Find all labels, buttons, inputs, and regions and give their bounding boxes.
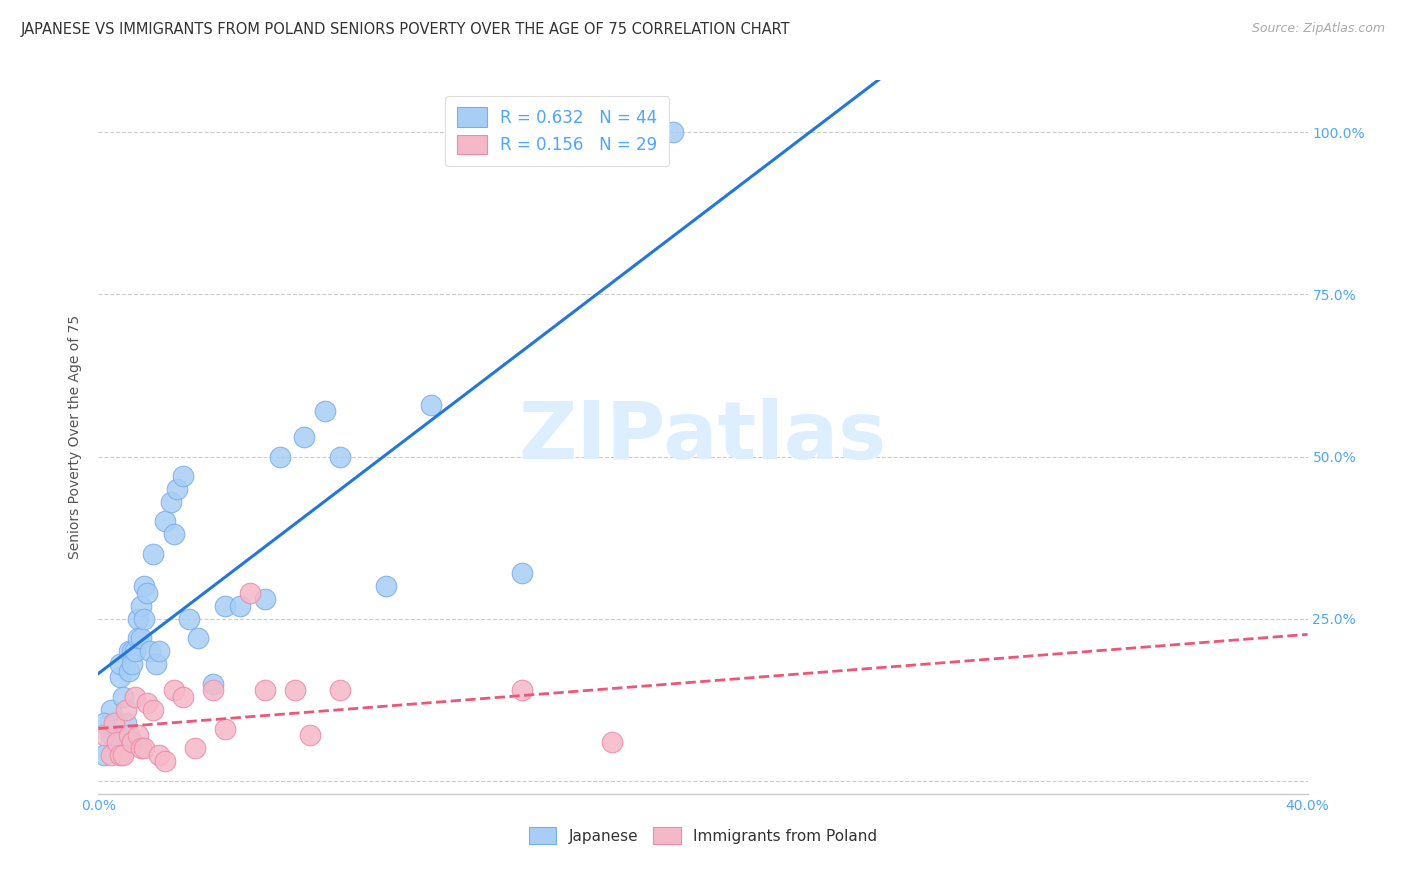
Point — [214, 722, 236, 736]
Point — [153, 755, 176, 769]
Point — [127, 729, 149, 743]
Point — [93, 747, 115, 762]
Point — [214, 599, 236, 613]
Point — [118, 664, 141, 678]
Point — [108, 747, 131, 762]
Point — [124, 644, 146, 658]
Point — [299, 729, 322, 743]
Point — [129, 741, 152, 756]
Point — [172, 469, 194, 483]
Point — [114, 715, 136, 730]
Point — [202, 683, 225, 698]
Point — [132, 741, 155, 756]
Text: JAPANESE VS IMMIGRANTS FROM POLAND SENIORS POVERTY OVER THE AGE OF 75 CORRELATIO: JAPANESE VS IMMIGRANTS FROM POLAND SENIO… — [21, 22, 790, 37]
Point — [111, 747, 134, 762]
Point — [163, 527, 186, 541]
Point — [148, 644, 170, 658]
Point — [124, 690, 146, 704]
Point — [121, 735, 143, 749]
Point — [108, 657, 131, 672]
Point — [661, 125, 683, 139]
Point — [284, 683, 307, 698]
Point — [93, 715, 115, 730]
Point — [105, 735, 128, 749]
Point — [269, 450, 291, 464]
Point — [172, 690, 194, 704]
Point — [100, 702, 122, 716]
Point — [163, 683, 186, 698]
Point — [314, 404, 336, 418]
Point — [142, 547, 165, 561]
Point — [374, 579, 396, 593]
Point — [148, 747, 170, 762]
Point — [105, 735, 128, 749]
Point — [510, 566, 533, 581]
Point — [139, 644, 162, 658]
Point — [127, 631, 149, 645]
Point — [420, 398, 443, 412]
Point — [142, 702, 165, 716]
Y-axis label: Seniors Poverty Over the Age of 75: Seniors Poverty Over the Age of 75 — [69, 315, 83, 559]
Legend: Japanese, Immigrants from Poland: Japanese, Immigrants from Poland — [523, 821, 883, 850]
Text: Source: ZipAtlas.com: Source: ZipAtlas.com — [1251, 22, 1385, 36]
Point — [132, 579, 155, 593]
Point — [153, 515, 176, 529]
Point — [100, 729, 122, 743]
Point — [129, 631, 152, 645]
Point — [135, 696, 157, 710]
Point — [160, 495, 183, 509]
Point — [179, 612, 201, 626]
Point — [329, 683, 352, 698]
Point — [329, 450, 352, 464]
Point — [166, 482, 188, 496]
Point — [135, 586, 157, 600]
Point — [121, 657, 143, 672]
Point — [187, 631, 209, 645]
Point — [118, 729, 141, 743]
Point — [239, 586, 262, 600]
Point — [253, 592, 276, 607]
Point — [129, 599, 152, 613]
Point — [103, 715, 125, 730]
Point — [229, 599, 252, 613]
Point — [100, 747, 122, 762]
Point — [145, 657, 167, 672]
Point — [132, 612, 155, 626]
Point — [127, 612, 149, 626]
Point — [93, 729, 115, 743]
Point — [111, 690, 134, 704]
Point — [510, 683, 533, 698]
Text: ZIPatlas: ZIPatlas — [519, 398, 887, 476]
Point — [184, 741, 207, 756]
Point — [602, 735, 624, 749]
Point — [202, 676, 225, 690]
Point — [292, 430, 315, 444]
Point — [114, 702, 136, 716]
Point — [118, 644, 141, 658]
Point — [108, 670, 131, 684]
Point — [121, 644, 143, 658]
Point — [253, 683, 276, 698]
